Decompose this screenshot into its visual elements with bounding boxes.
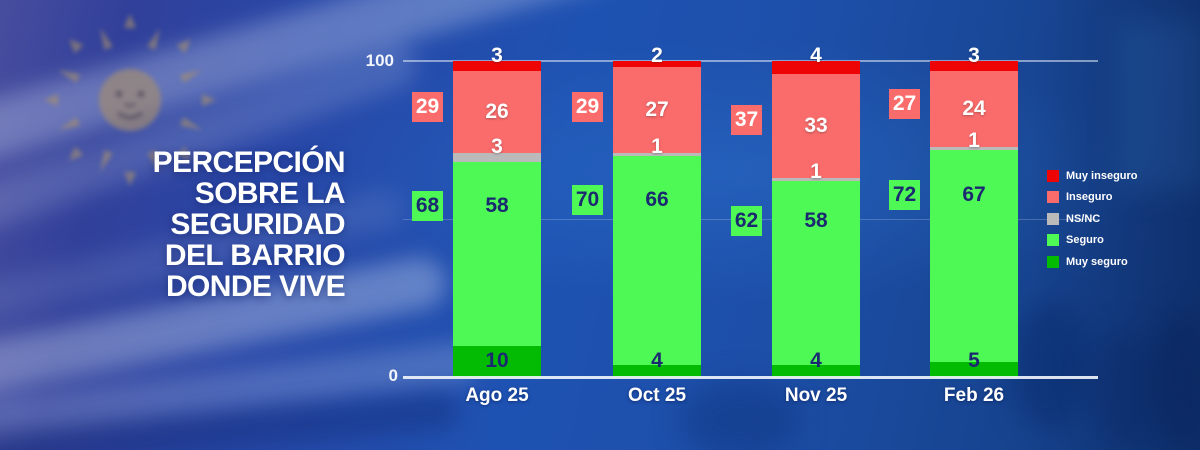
flag-stripe bbox=[0, 389, 461, 450]
gridline-50 bbox=[403, 219, 1098, 220]
bar-segment-ns-nc bbox=[613, 152, 701, 157]
bar-segment-inseguro bbox=[930, 70, 1018, 147]
chart-title: PERCEPCIÓN SOBRE LA SEGURIDAD DEL BARRIO… bbox=[25, 146, 346, 303]
segment-value-label: 24 bbox=[962, 96, 986, 120]
bar-segment-muy-seguro bbox=[930, 362, 1018, 378]
legend-item: NS/NC bbox=[1047, 208, 1138, 230]
negative-total-badge: 29 bbox=[412, 91, 443, 122]
x-axis-line bbox=[403, 376, 1098, 379]
bar-segment-muy-inseguro bbox=[930, 61, 1018, 71]
flag-stripe bbox=[0, 339, 481, 447]
gridline-100 bbox=[403, 60, 1098, 62]
x-axis-tick-label: Ago 25 bbox=[465, 385, 529, 406]
title-line: DEL BARRIO bbox=[164, 239, 346, 272]
legend-item: Inseguro bbox=[1047, 187, 1138, 209]
crowd-backdrop bbox=[680, 380, 800, 450]
positive-total-badge: 62 bbox=[731, 205, 762, 236]
bar-segment-ns-nc bbox=[930, 146, 1018, 150]
bar-segment-muy-inseguro bbox=[453, 61, 541, 71]
legend-label: Muy inseguro bbox=[1066, 169, 1138, 182]
segment-value-label: 1 bbox=[968, 128, 980, 152]
crowd-backdrop bbox=[1150, 310, 1200, 450]
segment-value-label: 67 bbox=[962, 183, 986, 207]
segment-value-label: 3 bbox=[491, 134, 503, 158]
segment-value-label: 1 bbox=[810, 160, 822, 184]
y-axis-label-100: 100 bbox=[365, 51, 394, 70]
bar-segment-seguro bbox=[613, 156, 701, 366]
segment-value-label: 58 bbox=[804, 208, 828, 232]
segment-value-label: 66 bbox=[645, 188, 669, 212]
bar-segment-muy-seguro bbox=[613, 365, 701, 378]
segment-value-label: 5 bbox=[968, 349, 980, 372]
legend-label: Inseguro bbox=[1066, 191, 1113, 204]
legend-swatch-muy-seguro bbox=[1047, 255, 1059, 268]
segment-value-label: 3 bbox=[491, 44, 503, 67]
legend-item: Muy inseguro bbox=[1047, 165, 1138, 187]
legend-swatch-seguro bbox=[1047, 234, 1059, 247]
bar-segment-muy-inseguro bbox=[613, 61, 701, 68]
negative-total-badge: 37 bbox=[731, 104, 762, 135]
legend: Muy inseguro Inseguro NS/NC Seguro Muy segur… bbox=[1047, 165, 1138, 273]
positive-total-badge: 68 bbox=[412, 190, 443, 221]
segment-value-label: 2 bbox=[651, 44, 663, 67]
segment-value-label: 3 bbox=[968, 44, 980, 67]
bar-segment-inseguro bbox=[772, 73, 860, 179]
segment-value-label: 27 bbox=[645, 98, 669, 122]
legend-label: NS/NC bbox=[1066, 212, 1101, 225]
title-line: PERCEPCIÓN bbox=[152, 146, 346, 179]
positive-total-badge: 70 bbox=[572, 185, 603, 216]
bar-segment-ns-nc bbox=[772, 178, 860, 182]
legend-swatch-inseguro bbox=[1047, 191, 1059, 204]
bar-segment-muy-seguro bbox=[772, 365, 860, 378]
bar-segment-ns-nc bbox=[453, 152, 541, 163]
x-axis-tick-label: Feb 26 bbox=[943, 385, 1005, 406]
bar-segment-seguro bbox=[930, 149, 1018, 363]
legend-item: Seguro bbox=[1047, 230, 1138, 252]
bar-segment-inseguro bbox=[613, 67, 701, 153]
legend-label: Muy seguro bbox=[1066, 255, 1128, 268]
bar-segment-seguro bbox=[453, 162, 541, 347]
x-axis-tick-label: Nov 25 bbox=[784, 385, 848, 406]
segment-value-label: 4 bbox=[810, 44, 822, 67]
negative-total-badge: 27 bbox=[889, 88, 920, 119]
crowd-backdrop bbox=[1090, 330, 1160, 450]
segment-value-label: 58 bbox=[485, 193, 509, 217]
y-axis-label-0: 0 bbox=[388, 366, 398, 385]
positive-total-badge: 72 bbox=[889, 180, 920, 211]
title-line: DONDE VIVE bbox=[165, 270, 346, 303]
segment-value-label: 4 bbox=[810, 349, 822, 372]
bar-segment-muy-seguro bbox=[453, 346, 541, 378]
negative-total-badge: 29 bbox=[572, 91, 603, 122]
legend-item: Muy seguro bbox=[1047, 251, 1138, 273]
legend-label: Seguro bbox=[1066, 234, 1104, 247]
segment-value-label: 26 bbox=[485, 99, 509, 123]
segment-value-label: 33 bbox=[804, 113, 828, 137]
title-line: SOBRE LA bbox=[194, 177, 346, 210]
bar-segment-muy-inseguro bbox=[772, 61, 860, 74]
title-line: SEGURIDAD bbox=[170, 208, 345, 241]
legend-swatch-ns-nc bbox=[1047, 212, 1059, 225]
crowd-backdrop bbox=[1010, 300, 1090, 430]
legend-swatch-muy-inseguro bbox=[1047, 169, 1059, 182]
bar-segment-inseguro bbox=[453, 70, 541, 153]
segment-value-label: 1 bbox=[651, 134, 663, 158]
segment-value-label: 4 bbox=[651, 349, 663, 372]
bar-segment-seguro bbox=[772, 181, 860, 366]
x-axis-tick-label: Oct 25 bbox=[627, 385, 687, 406]
segment-value-label: 10 bbox=[485, 349, 509, 372]
